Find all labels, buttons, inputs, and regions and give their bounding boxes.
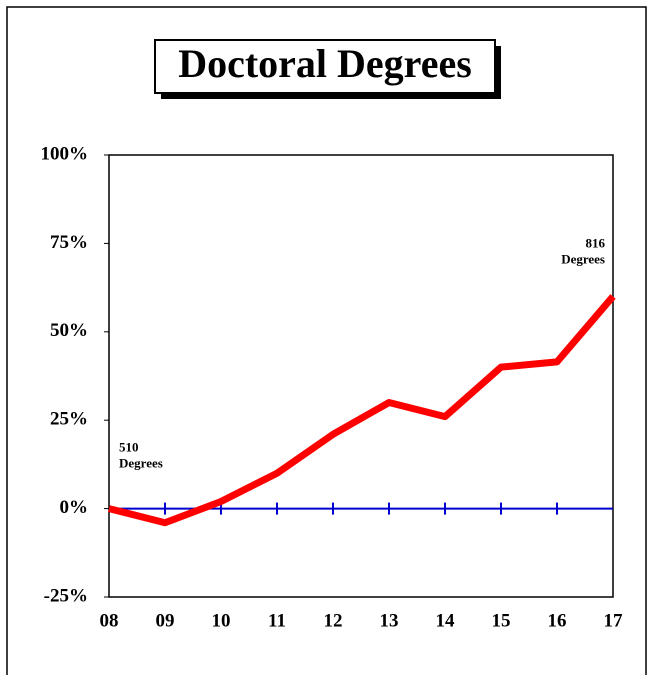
x-tick-label: 08 <box>100 610 119 631</box>
x-tick-label: 16 <box>548 610 567 631</box>
annotation: 510 <box>119 440 139 455</box>
x-tick-label: 13 <box>380 610 399 631</box>
annotation: 816 <box>586 235 606 250</box>
plot-area <box>108 154 614 598</box>
y-tick-label: 50% <box>50 320 88 341</box>
x-tick-label: 15 <box>492 610 511 631</box>
title-box <box>154 39 496 94</box>
annotation: Degrees <box>561 251 605 266</box>
frame <box>6 6 647 675</box>
x-tick-label: 09 <box>156 610 175 631</box>
data-line <box>108 294 616 527</box>
y-tick-label: 100% <box>41 143 89 164</box>
x-tick-label: 10 <box>212 610 231 631</box>
y-tick-label: 25% <box>50 409 88 430</box>
y-tick-label: 0% <box>60 497 89 518</box>
x-tick-label: 11 <box>268 610 286 631</box>
y-tick-label: -25% <box>44 585 88 606</box>
x-tick-label: 14 <box>436 610 456 631</box>
x-tick-label: 12 <box>324 610 343 631</box>
x-tick-label: 17 <box>604 610 624 631</box>
chart-title: Doctoral Degrees <box>178 41 472 86</box>
y-tick-label: 75% <box>50 232 88 253</box>
annotation: Degrees <box>119 456 163 471</box>
